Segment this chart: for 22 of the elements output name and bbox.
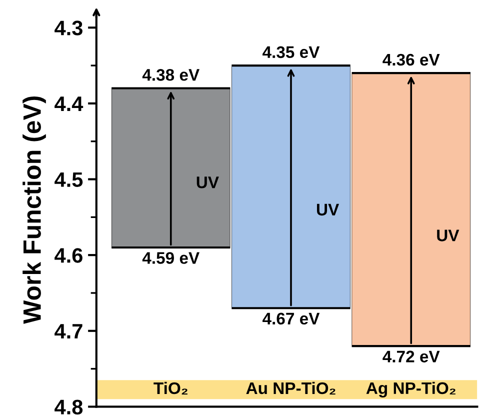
annotation: 4.67 eV bbox=[262, 312, 320, 325]
y-tick-label: 4.8 bbox=[54, 400, 83, 414]
annotation: 4.35 eV bbox=[262, 46, 320, 58]
x-tick-label: Ag NP-TiO₂ bbox=[366, 382, 456, 398]
y-tick-label: 4.7 bbox=[54, 324, 82, 338]
annotation: UV bbox=[437, 230, 460, 242]
x-tick-label: TiO₂ bbox=[154, 382, 188, 394]
y-tick-label: 4.5 bbox=[54, 172, 83, 187]
bar bbox=[232, 64, 350, 310]
annotation: 4.38 eV bbox=[142, 69, 200, 81]
bar bbox=[112, 87, 230, 249]
y-tick-label: 4.3 bbox=[54, 20, 82, 36]
annotation: UV bbox=[196, 176, 219, 188]
annotation: UV bbox=[316, 204, 340, 216]
y-axis-title: Work Function (eV) bbox=[22, 96, 46, 324]
annotation: 4.72 eV bbox=[382, 350, 440, 362]
annotation: 4.59 eV bbox=[142, 252, 200, 264]
y-tick-label: 4.6 bbox=[54, 248, 82, 263]
x-tick-label: Au NP-TiO₂ bbox=[246, 382, 336, 394]
bar bbox=[352, 72, 470, 348]
y-tick-label: 4.4 bbox=[54, 96, 84, 111]
annotation: 4.36 eV bbox=[382, 54, 440, 66]
